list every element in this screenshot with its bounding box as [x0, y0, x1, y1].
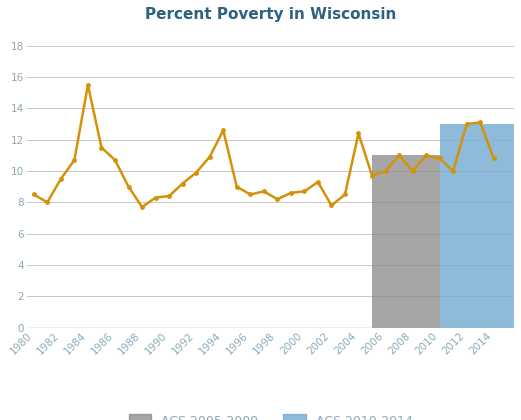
Bar: [372, 155, 440, 328]
Legend: ACS 2005-2009, ACS 2010-2014: ACS 2005-2009, ACS 2010-2014: [122, 407, 419, 420]
Title: Percent Poverty in Wisconsin: Percent Poverty in Wisconsin: [145, 7, 396, 22]
Bar: [440, 124, 521, 328]
